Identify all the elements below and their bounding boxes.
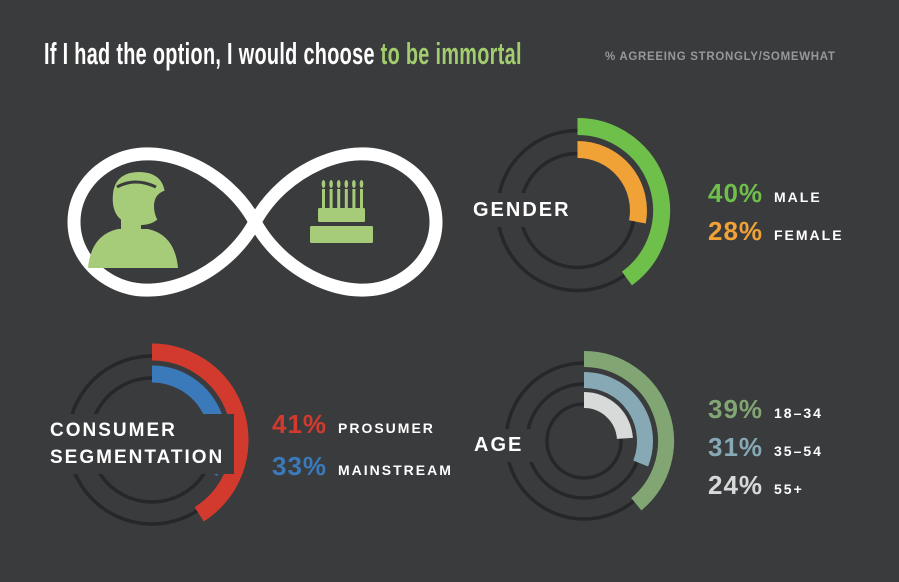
donut-arc (151, 343, 249, 522)
legend-row: 33% MAINSTREAM (272, 453, 453, 479)
legend-label: FEMALE (774, 227, 844, 243)
legend-row: 24% 55+ (708, 472, 823, 498)
legend-label: PROSUMER (338, 420, 435, 436)
person-icon (88, 172, 178, 268)
title-accent: to be immortal (380, 36, 522, 71)
subtitle: % AGREEING STRONGLY/SOMEWHAT (605, 51, 836, 63)
legend-value: 33% (272, 451, 328, 481)
chart-label-age: AGE (462, 429, 536, 462)
legend-row: 28% FEMALE (708, 218, 844, 244)
legend-label: 35–54 (774, 443, 823, 459)
title-main: If I had the option, I would choose (44, 36, 381, 71)
legend-value: 41% (272, 409, 328, 439)
legend-value: 39% (708, 394, 764, 424)
legend-label: MALE (774, 189, 822, 205)
legend-row: 40% MALE (708, 180, 844, 206)
legend-row: 39% 18–34 (708, 396, 823, 422)
donut-arc (577, 118, 671, 286)
donut-arc (583, 351, 675, 511)
legend-label: MAINSTREAM (338, 462, 453, 478)
legend-gender: 40% MALE 28% FEMALE (708, 180, 844, 256)
birthday-cake-icon (310, 180, 373, 243)
chart-label-text: AGE (474, 434, 524, 456)
legend-label: 18–34 (774, 405, 823, 421)
legend-age: 39% 18–34 31% 35–54 24% 55+ (708, 396, 823, 510)
donut-arc (577, 141, 647, 224)
donut-arc (583, 392, 633, 440)
infinity-icon (67, 147, 443, 297)
donut-arc (583, 372, 653, 467)
chart-label-text: SEGMENTATION (50, 447, 225, 468)
legend-consumer-segmentation: 41% PROSUMER 33% MAINSTREAM (272, 411, 453, 495)
legend-label: 55+ (774, 481, 804, 497)
chart-label-text: CONSUMER (50, 420, 177, 441)
legend-row: 31% 35–54 (708, 434, 823, 460)
chart-label-consumer-segmentation: CONSUMER SEGMENTATION (40, 414, 235, 474)
legend-value: 31% (708, 432, 764, 462)
legend-value: 24% (708, 470, 764, 500)
page-title: If I had the option, I would choose to b… (44, 36, 522, 72)
chart-label-gender: GENDER (463, 193, 581, 227)
chart-label-text: GENDER (473, 199, 571, 221)
legend-row: 41% PROSUMER (272, 411, 453, 437)
infinity-graphic (67, 147, 443, 297)
legend-value: 28% (708, 216, 764, 246)
legend-value: 40% (708, 178, 764, 208)
